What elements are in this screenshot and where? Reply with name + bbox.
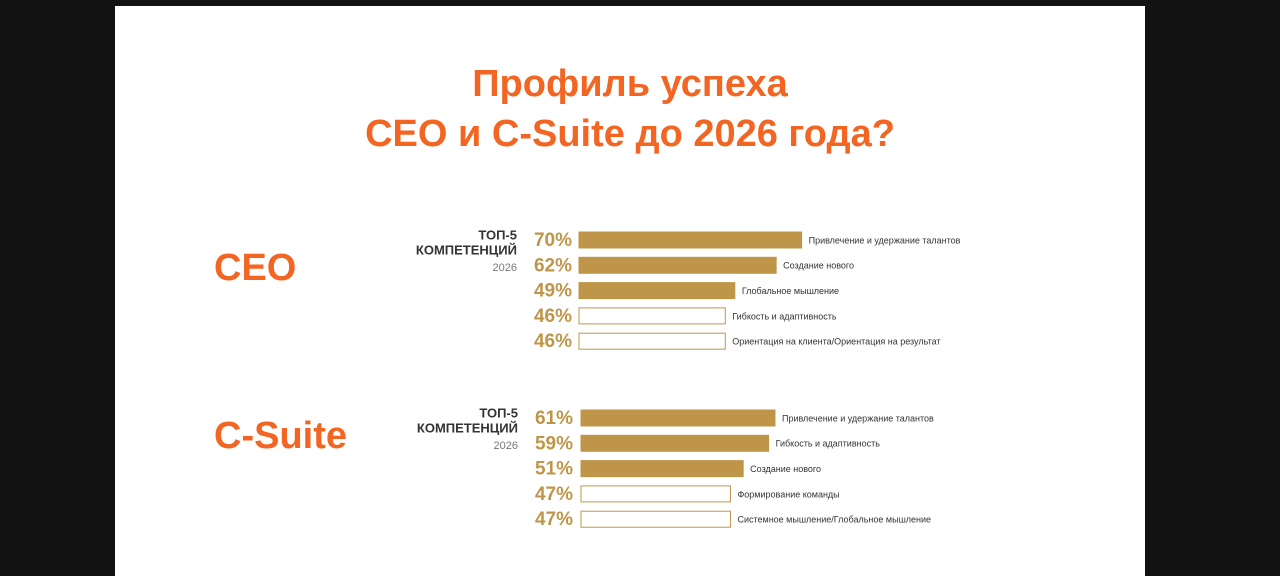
group-title: C-Suite (214, 415, 347, 457)
value-label: 46% (534, 306, 572, 327)
value-label: 70% (534, 230, 572, 251)
group-subtitle: КОМПЕТЕНЦИЙ (416, 242, 517, 257)
bar (578, 332, 726, 350)
category-label: Системное мышление/Глобальное мышление (737, 515, 931, 525)
category-label: Создание нового (750, 464, 821, 474)
bar (580, 510, 731, 528)
bar (578, 256, 777, 274)
category-label: Привлечение и удержание талантов (782, 413, 934, 423)
category-label: Формирование команды (737, 489, 839, 499)
group-title: CEO (214, 247, 296, 289)
category-label: Глобальное мышление (742, 286, 839, 296)
bar (578, 282, 736, 300)
value-label: 59% (535, 433, 573, 454)
bar (580, 460, 744, 478)
value-label: 47% (535, 484, 573, 505)
value-label: 47% (535, 509, 573, 530)
value-label: 49% (534, 281, 572, 302)
value-label: 61% (535, 408, 573, 429)
bar (578, 307, 726, 325)
category-label: Создание нового (783, 261, 854, 271)
bar (580, 434, 770, 452)
bar (580, 485, 731, 503)
bar (580, 409, 776, 427)
group-subtitle: ТОП-5 (479, 405, 518, 420)
bar (578, 231, 803, 249)
category-label: Гибкость и адаптивность (732, 311, 837, 321)
title-line: CEO и C-Suite до 2026 года? (365, 113, 895, 155)
group-note: 2026 (494, 440, 518, 452)
title-line: Профиль успеха (472, 63, 788, 105)
category-label: Ориентация на клиента/Ориентация на резу… (732, 337, 940, 347)
group-note: 2026 (493, 262, 517, 274)
group-subtitle: ТОП-5 (478, 227, 517, 242)
value-label: 62% (534, 255, 572, 276)
value-label: 51% (535, 459, 573, 480)
category-label: Привлечение и удержание талантов (809, 235, 961, 245)
group-subtitle: КОМПЕТЕНЦИЙ (417, 420, 518, 435)
category-label: Гибкость и адаптивность (776, 439, 881, 449)
value-label: 46% (534, 331, 572, 352)
